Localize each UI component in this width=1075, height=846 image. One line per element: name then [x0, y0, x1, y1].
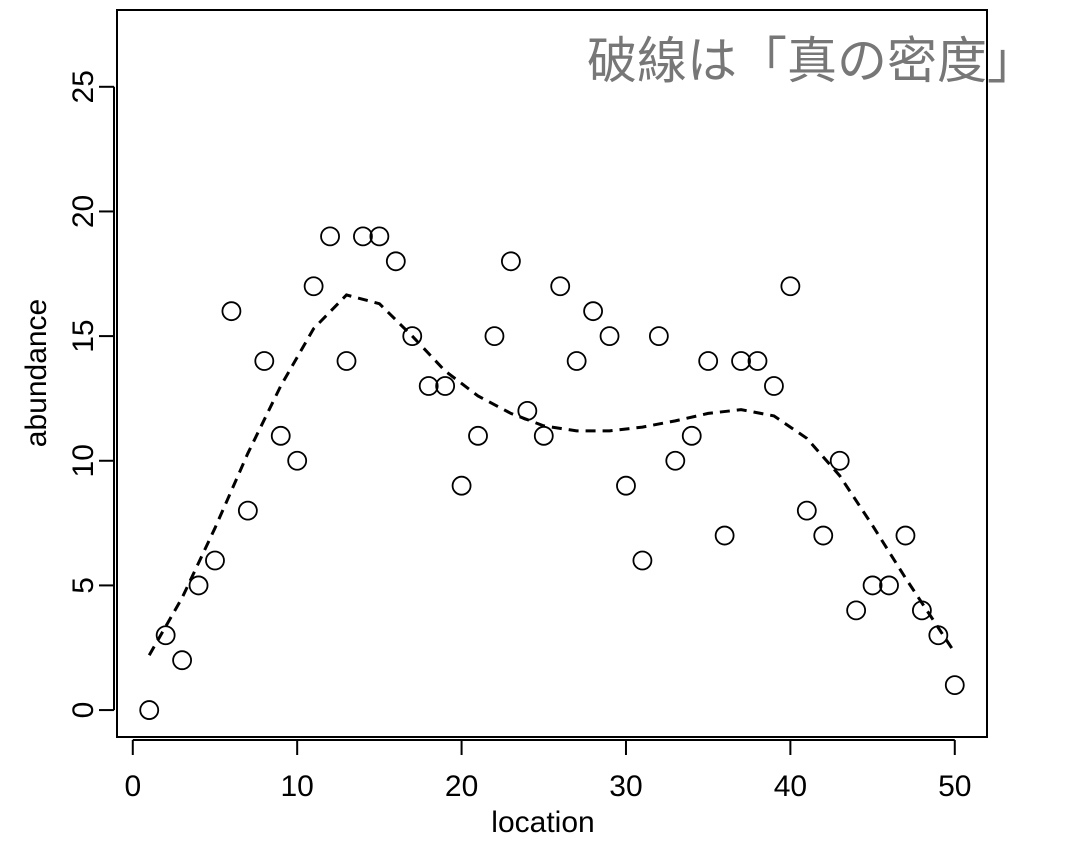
- y-axis-label: abundance: [20, 299, 53, 447]
- point: [287, 450, 308, 471]
- point: [813, 525, 834, 546]
- point: [172, 650, 193, 671]
- point: [221, 301, 242, 322]
- point: [418, 376, 439, 396]
- point: [188, 575, 209, 596]
- point: [550, 276, 571, 297]
- point: [254, 351, 275, 371]
- point: [796, 500, 817, 521]
- x-tick-label: 0: [124, 770, 141, 803]
- point: [501, 251, 521, 272]
- point: [944, 675, 965, 696]
- x-tick-label: 20: [445, 770, 478, 803]
- point: [353, 226, 373, 247]
- y-tick-label: 15: [67, 319, 100, 352]
- point: [895, 525, 916, 546]
- x-tick-label: 10: [280, 770, 313, 803]
- point: [879, 575, 899, 596]
- plot-box: [116, 9, 988, 738]
- point: [270, 425, 291, 446]
- point: [402, 326, 423, 347]
- y-tick-label: 0: [67, 702, 100, 719]
- point: [468, 425, 488, 446]
- point: [616, 475, 636, 496]
- point: [698, 351, 719, 371]
- point: [714, 525, 735, 546]
- point: [385, 251, 406, 272]
- point: [648, 326, 669, 347]
- point: [747, 351, 768, 371]
- point: [451, 475, 472, 496]
- x-tick-label: 50: [938, 770, 971, 803]
- point: [303, 276, 324, 297]
- point: [205, 550, 225, 571]
- point: [911, 600, 932, 621]
- point: [155, 625, 176, 646]
- chart-title: 破線は「真の密度」: [587, 33, 1037, 89]
- y-tick-label: 20: [67, 195, 100, 228]
- y-tick-label: 25: [67, 70, 100, 103]
- y-tick-label: 5: [67, 577, 100, 594]
- point: [320, 226, 340, 247]
- point: [780, 276, 801, 297]
- point: [632, 550, 653, 571]
- x-axis-label: location: [491, 806, 594, 839]
- point: [484, 326, 505, 347]
- point: [731, 351, 751, 371]
- x-tick-label: 30: [609, 770, 642, 803]
- point: [846, 600, 867, 621]
- point: [566, 351, 587, 371]
- true-density-line: [147, 293, 957, 656]
- point: [764, 376, 784, 396]
- point: [829, 450, 850, 471]
- point: [928, 625, 949, 646]
- point: [237, 500, 258, 521]
- point: [681, 425, 702, 446]
- point: [862, 575, 883, 596]
- point: [435, 376, 456, 396]
- point: [583, 301, 603, 322]
- point: [336, 351, 357, 371]
- point: [517, 400, 538, 421]
- point: [369, 226, 390, 247]
- y-tick-label: 10: [67, 444, 100, 477]
- point: [665, 450, 686, 471]
- point: [139, 700, 160, 720]
- point: [599, 326, 620, 347]
- x-tick-label: 40: [774, 770, 807, 803]
- point: [533, 425, 554, 446]
